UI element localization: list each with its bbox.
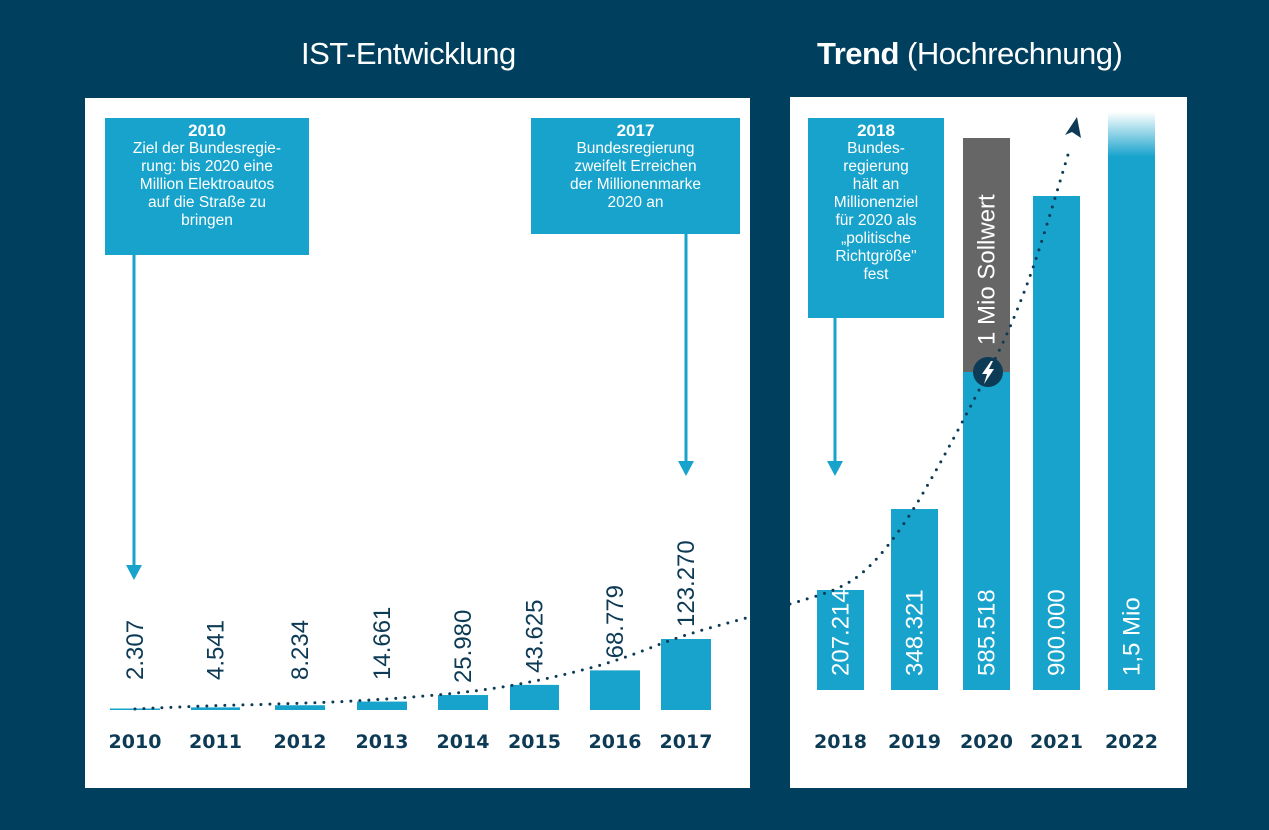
bar-2015 [510,684,559,710]
year-label-2013: 2013 [356,731,409,753]
value-label-2014: 25.980 [450,610,477,683]
year-label-2020: 2020 [960,731,1013,753]
bar-2019 [891,509,938,690]
callout-2017: 2017 Bundesregierung zweifelt Erreichen … [531,118,740,234]
labels: 2.307 2010 4.541 2011 8.234 2012 14.661 2013 25.… [109,194,1158,753]
bar-2021 [1033,196,1080,690]
year-label-2011: 2011 [189,731,242,753]
bars-ist [110,639,711,710]
title-trend-light: (Hochrechnung) [907,36,1123,71]
trend-dots-ist [133,615,752,711]
bar-2018 [817,590,864,690]
value-label-2015: 43.625 [522,599,549,672]
year-label-2014: 2014 [437,731,490,753]
value-label-2013: 14.661 [369,607,396,680]
bar-2022 [1108,156,1155,690]
callout-2010-text: Ziel der Bundesregie- rung: bis 2020 ein… [132,140,282,229]
year-label-2016: 2016 [589,731,642,753]
value-label-2019: 348.321 [902,589,929,676]
callout-arrows [126,234,843,580]
value-label-2021: 900.000 [1044,589,1071,676]
bar-2012 [275,705,325,710]
bar-2016 [590,670,640,710]
value-label-2016: 68.779 [602,585,629,658]
bar-2020 [963,372,1010,690]
target-label: 1 Mio Sollwert [974,194,1001,345]
value-label-2010: 2.307 [122,620,149,680]
bar-2011 [191,707,240,710]
arrow-2010-head [126,565,142,580]
bar-2017 [661,639,711,710]
bar-2014 [438,695,488,710]
callout-2018-text: Bundes- regierung hält an Millionenziel … [833,140,919,283]
trend-dots-trend [788,146,1072,606]
lightning-bolt [982,361,994,384]
lightning-bolt-icon [973,357,1003,387]
value-label-2011: 4.541 [203,620,230,680]
bars-trend [817,112,1155,690]
year-label-2018: 2018 [814,731,867,753]
callout-2018-year: 2018 [857,121,895,140]
arrow-2017-head [678,461,694,476]
bar-2022-fade [1108,112,1155,157]
year-label-2019: 2019 [888,731,941,753]
callout-2017-year: 2017 [616,121,655,140]
title-ist-entwicklung: IST-Entwicklung [301,36,516,71]
year-label-2010: 2010 [109,731,162,753]
trend-arrowhead-icon [1065,117,1081,138]
title-trend-bold: Trend [817,36,899,71]
year-label-2015: 2015 [508,731,561,753]
arrow-2018-head [827,461,843,476]
year-label-2012: 2012 [274,731,327,753]
value-label-2018: 207.214 [828,589,855,676]
value-label-2022: 1,5 Mio [1119,597,1146,676]
bar-2013 [357,701,407,710]
trend-line [133,117,1081,711]
callout-2010: 2010 Ziel der Bundesregie- rung: bis 202… [105,118,309,255]
title-trend: Trend (Hochrechnung) [817,36,1123,72]
value-label-2017: 123.270 [673,540,700,627]
year-label-2017: 2017 [660,731,713,753]
year-label-2021: 2021 [1030,731,1083,753]
value-label-2020: 585.518 [974,589,1001,676]
callout-2018: 2018 Bundes- regierung hält an Millionen… [808,118,944,318]
value-label-2012: 8.234 [287,620,314,680]
year-label-2022: 2022 [1105,731,1158,753]
callout-2017-text: Bundesregierung zweifelt Erreichen der M… [570,140,701,211]
callout-2010-year: 2010 [188,121,226,140]
target-bar-2020 [963,138,1010,372]
